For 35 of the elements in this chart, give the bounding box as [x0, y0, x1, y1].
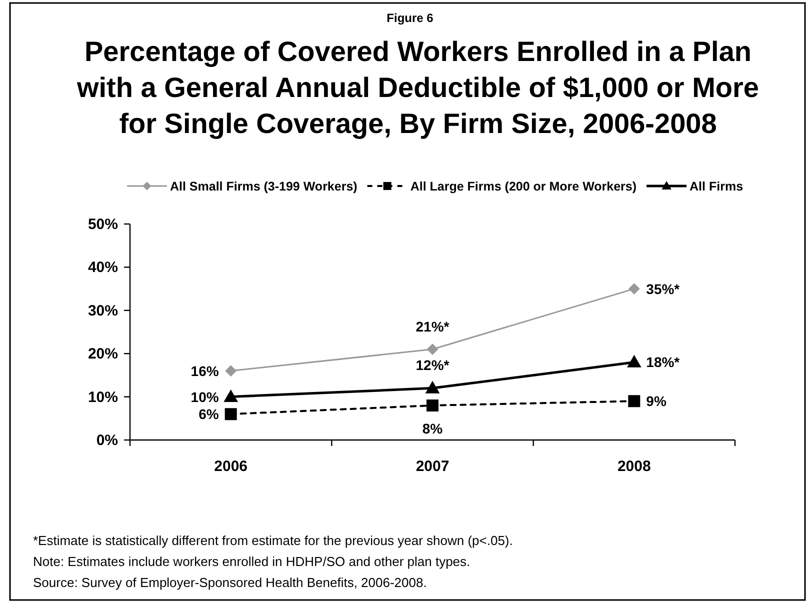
data-label: 18%*	[646, 354, 680, 370]
data-label: 6%	[198, 406, 220, 422]
x-tick-label: 2008	[617, 458, 651, 475]
y-tick-label: 40%	[88, 259, 118, 276]
legend-label: All Firms	[690, 180, 744, 194]
chart-subtitle: Figure 6	[386, 11, 434, 25]
text: Note: Estimates include workers enrolled in HDHP/SO and other plan types.	[33, 554, 470, 569]
data-label: 21%*	[416, 318, 450, 334]
point	[628, 283, 640, 294]
point	[628, 395, 640, 408]
point	[426, 399, 438, 412]
data-label: 8%	[422, 420, 444, 436]
y-tick-label: 0%	[96, 432, 118, 449]
text: *Estimate is statistically different from estimate for the previous year shown (p<.05).	[33, 533, 513, 548]
data-label: 12%*	[416, 357, 450, 374]
x-tick-label: 2007	[416, 458, 450, 475]
point	[224, 390, 238, 402]
point	[225, 365, 236, 376]
legend-label: All Large Firms (200 or More Workers)	[410, 180, 637, 194]
data-label: 9%	[646, 393, 667, 410]
y-tick-label: 10%	[88, 388, 118, 406]
point	[224, 408, 237, 420]
chart-title: Percentage of Covered Workers Enrolled in a Plan with a General Annual Deductible of $1,000 or More for Single Coverage, By Firm Size, 2006-2008	[76, 36, 760, 139]
point	[426, 381, 440, 394]
y-tick-label: 50%	[88, 216, 118, 233]
x-tick-label: 2006	[214, 458, 248, 475]
point	[627, 355, 641, 368]
data-label: 16%	[190, 362, 220, 379]
legend-label: All Small Firms (3-199 Workers)	[170, 180, 358, 194]
y-tick-label: 30%	[88, 302, 118, 320]
point	[427, 344, 438, 355]
y-tick-label: 20%	[88, 346, 118, 363]
data-label: 10%	[190, 388, 220, 405]
source-note: Source: Survey of Employer-Sponsored Health Benefits, 2006-2008.	[33, 575, 427, 590]
data-label: 35%*	[646, 280, 680, 297]
